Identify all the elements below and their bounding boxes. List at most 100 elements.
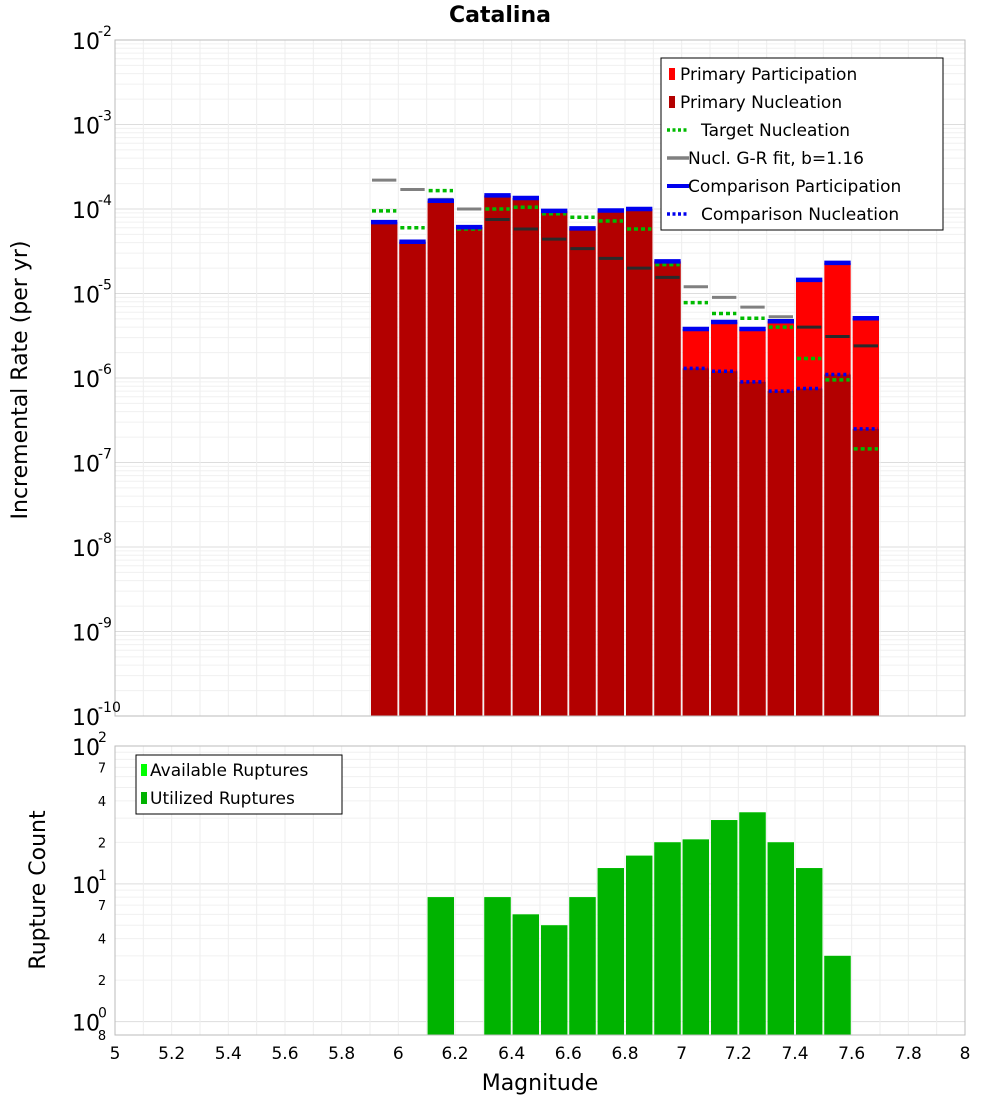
y-tick-label: 10: [72, 30, 100, 55]
bar-utilized-ruptures: [569, 897, 596, 1035]
bar-primary-nucleation: [852, 428, 879, 716]
y-tick-label: 10: [72, 622, 100, 647]
bar-primary-nucleation: [626, 209, 653, 716]
y-tick-exponent: 1: [98, 868, 107, 884]
y-tick-label: 10: [72, 453, 100, 478]
x-tick-label: 7.8: [895, 1044, 922, 1064]
x-tick-label: 5: [110, 1044, 121, 1064]
bar-utilized-ruptures: [682, 839, 709, 1035]
y-minor-tick-label: 7: [98, 899, 106, 914]
bar-utilized-ruptures: [654, 842, 681, 1035]
x-tick-label: 5.6: [271, 1044, 298, 1064]
legend-box: [135, 754, 343, 815]
bar-primary-nucleation: [541, 210, 568, 716]
legend-label: Nucl. G-R fit, b=1.16: [688, 149, 864, 169]
legend-label: Comparison Participation: [688, 177, 901, 197]
legend-box: [660, 57, 944, 231]
x-tick-label: 5.2: [158, 1044, 185, 1064]
x-tick-label: 5.8: [328, 1044, 355, 1064]
x-tick-label: 7.4: [781, 1044, 808, 1064]
bar-primary-nucleation: [739, 381, 766, 716]
x-tick-label: 7.2: [725, 1044, 752, 1064]
plot-border: [114, 39, 966, 717]
bar-primary-nucleation: [654, 261, 681, 716]
bar-primary-nucleation: [569, 228, 596, 716]
legend-label: Target Nucleation: [700, 121, 850, 141]
x-tick-label: 6: [393, 1044, 404, 1064]
bar-utilized-ruptures: [739, 812, 766, 1035]
bar-primary-nucleation: [597, 210, 624, 716]
bar-utilized-ruptures: [711, 820, 738, 1035]
bar-utilized-ruptures: [427, 897, 454, 1035]
y-tick-exponent: -3: [98, 109, 112, 125]
legend-swatch: [141, 764, 147, 776]
x-tick-label: 6.2: [441, 1044, 468, 1064]
y-tick-label: 10: [72, 284, 100, 309]
y-tick-label: 10: [72, 1012, 100, 1037]
x-tick-label: 5.4: [215, 1044, 242, 1064]
y-tick-exponent: -10: [98, 700, 121, 716]
rate-plot: 10-1010-910-810-710-610-510-410-310-2Pri…: [72, 24, 966, 731]
x-tick-label: 7: [676, 1044, 687, 1064]
bar-primary-nucleation: [427, 200, 454, 717]
y-minor-tick-label: 4: [98, 795, 106, 810]
y-tick-exponent: -2: [98, 24, 112, 40]
y-minor-tick-label: 2: [98, 974, 106, 989]
y-tick-label: 10: [72, 874, 100, 899]
bar-primary-nucleation: [371, 222, 398, 716]
y-tick-label: 10: [72, 199, 100, 224]
y-minor-tick-label: 7: [98, 761, 106, 776]
y-tick-exponent: -7: [98, 447, 112, 463]
y-minor-tick-label: 8: [98, 1029, 106, 1044]
chart-title: Catalina: [449, 3, 551, 28]
bar-primary-nucleation: [399, 241, 426, 716]
y-tick-exponent: -4: [98, 193, 112, 209]
y-tick-exponent: 0: [98, 1006, 107, 1022]
legend-swatch: [669, 68, 675, 80]
y-tick-label: 10: [72, 537, 100, 562]
y-tick-exponent: -8: [98, 531, 112, 547]
bar-utilized-ruptures: [824, 955, 851, 1035]
bar-primary-nucleation: [711, 371, 738, 716]
x-tick-label: 7.6: [838, 1044, 865, 1064]
x-tick-label: 6.8: [611, 1044, 638, 1064]
y-tick-label: 10: [72, 736, 100, 761]
legend-label: Utilized Ruptures: [150, 789, 295, 809]
y-tick-exponent: -5: [98, 278, 112, 294]
bar-utilized-ruptures: [484, 897, 511, 1035]
bar-primary-nucleation: [682, 368, 709, 716]
y-tick-label: 10: [72, 115, 100, 140]
x-tick-label: 6.4: [498, 1044, 525, 1064]
legend-label: Primary Participation: [680, 65, 857, 85]
bar-utilized-ruptures: [626, 855, 653, 1035]
y-tick-label: 10: [72, 368, 100, 393]
x-axis-label: Magnitude: [482, 1071, 599, 1096]
bar-utilized-ruptures: [796, 868, 823, 1035]
y-tick-exponent: -6: [98, 362, 112, 378]
bar-primary-nucleation: [512, 197, 539, 716]
y-minor-tick-label: 4: [98, 933, 106, 948]
bar-utilized-ruptures: [597, 868, 624, 1035]
bar-primary-nucleation: [484, 195, 511, 717]
y-axis-label-count: Rupture Count: [26, 810, 51, 970]
plot-border: [114, 745, 966, 1036]
y-tick-exponent: 2: [98, 730, 107, 746]
x-tick-label: 6.6: [555, 1044, 582, 1064]
bar-utilized-ruptures: [512, 914, 539, 1035]
legend-label: Comparison Nucleation: [701, 205, 899, 225]
legend-label: Primary Nucleation: [680, 93, 842, 113]
legend-label: Available Ruptures: [150, 761, 308, 781]
y-tick-exponent: -9: [98, 616, 112, 632]
bar-utilized-ruptures: [767, 842, 794, 1035]
y-minor-tick-label: 2: [98, 836, 106, 851]
legend-swatch: [141, 792, 147, 804]
bar-primary-nucleation: [767, 391, 794, 716]
legend-swatch: [669, 96, 675, 108]
bar-primary-nucleation: [456, 227, 483, 716]
y-tick-label: 10: [72, 706, 100, 731]
x-tick-label: 8: [960, 1044, 971, 1064]
bar-primary-nucleation: [796, 388, 823, 716]
bar-primary-nucleation: [824, 374, 851, 716]
